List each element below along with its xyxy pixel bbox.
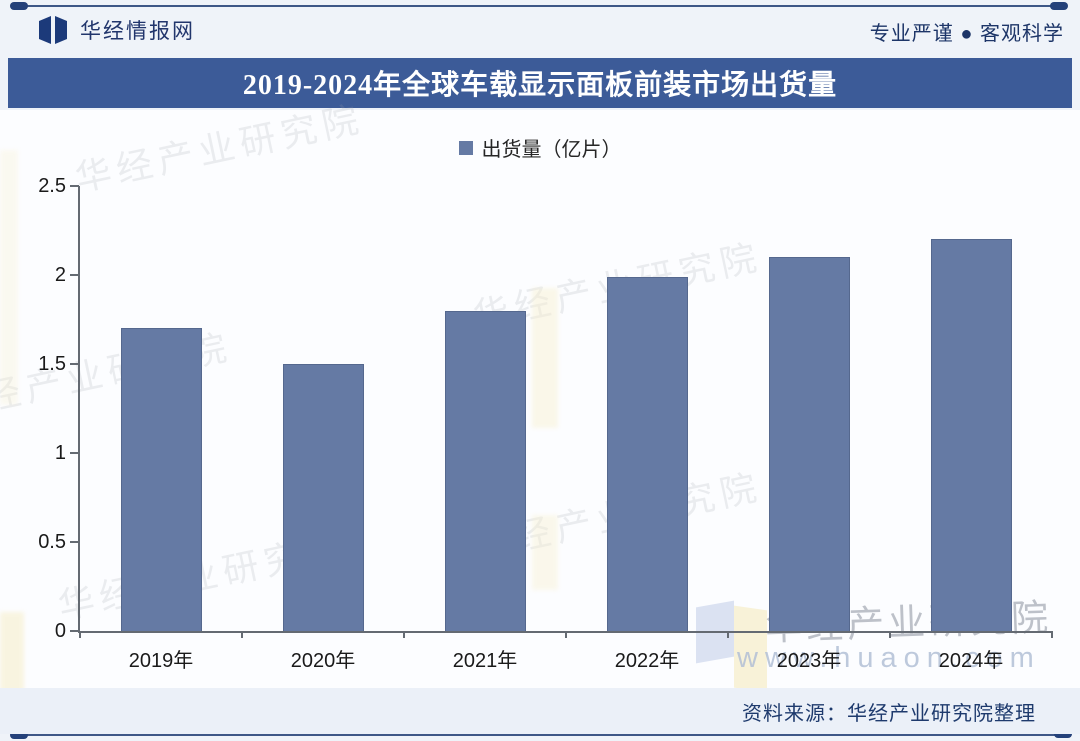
page-title: 2019-2024年全球车载显示面板前装市场出货量 <box>242 70 838 101</box>
top-rule-left-cap <box>10 2 28 10</box>
x-axis-label: 2021年 <box>452 650 518 672</box>
y-axis-label: 2 <box>54 264 66 286</box>
bar <box>444 310 526 631</box>
title-bar: 2019-2024年全球车载显示面板前装市场出货量 <box>8 58 1072 108</box>
book-logo-icon <box>36 14 70 46</box>
x-axis-tick <box>241 631 243 638</box>
x-axis-tick <box>403 631 405 638</box>
top-rule-right-cap <box>1050 2 1068 10</box>
bar <box>120 328 202 631</box>
bottom-rule-left-cap <box>10 731 28 739</box>
x-axis-label: 2024年 <box>938 650 1004 672</box>
x-axis-tick <box>1051 631 1053 638</box>
y-axis-tick <box>70 541 79 543</box>
y-axis-label: 1.5 <box>38 353 66 375</box>
x-axis-label: 2020年 <box>290 650 356 672</box>
x-axis-label: 2019年 <box>128 650 194 672</box>
x-axis-tick <box>565 631 567 638</box>
bottom-rule <box>14 734 1064 736</box>
y-axis-tick <box>70 363 79 365</box>
legend: 出货量（亿片） <box>0 133 1080 162</box>
top-rule <box>14 5 1064 7</box>
y-axis-label: 1 <box>54 442 66 464</box>
bar <box>282 364 364 631</box>
plot-area: 2019年 2020年 2021年 2022年 2023年 2024年 <box>70 185 1053 672</box>
y-axis-tick <box>70 630 79 632</box>
tagline: 专业严谨 ● 客观科学 <box>869 23 1064 45</box>
source-strip: 资料来源：华经产业研究院整理 <box>0 688 1080 734</box>
y-axis-label: 0.5 <box>38 531 66 553</box>
legend-swatch <box>458 140 473 155</box>
y-axis-labels: 0 0.5 1 1.5 2 2.5 <box>0 175 66 642</box>
legend-label: 出货量（亿片） <box>481 139 622 161</box>
bottom-rule-right-cap <box>1054 730 1072 738</box>
x-axis-tick <box>727 631 729 638</box>
brand-name: 华经情报网 <box>80 20 195 43</box>
y-axis-label: 2.5 <box>38 175 66 197</box>
y-axis-tick <box>70 452 79 454</box>
brand: 华经情报网 <box>36 14 195 46</box>
bar <box>930 239 1012 631</box>
y-axis-label: 0 <box>54 620 66 642</box>
x-axis-label: 2023年 <box>776 650 842 672</box>
y-axis-tick <box>70 274 79 276</box>
watermark-url: www.huaon.com <box>737 642 1041 674</box>
source-text: 资料来源：华经产业研究院整理 <box>742 702 1036 725</box>
bar <box>606 276 688 631</box>
x-axis-tick <box>889 631 891 638</box>
x-axis-label: 2022年 <box>614 650 680 672</box>
x-axis-tick <box>79 631 81 638</box>
bar <box>768 257 850 631</box>
y-axis-tick <box>70 185 79 187</box>
